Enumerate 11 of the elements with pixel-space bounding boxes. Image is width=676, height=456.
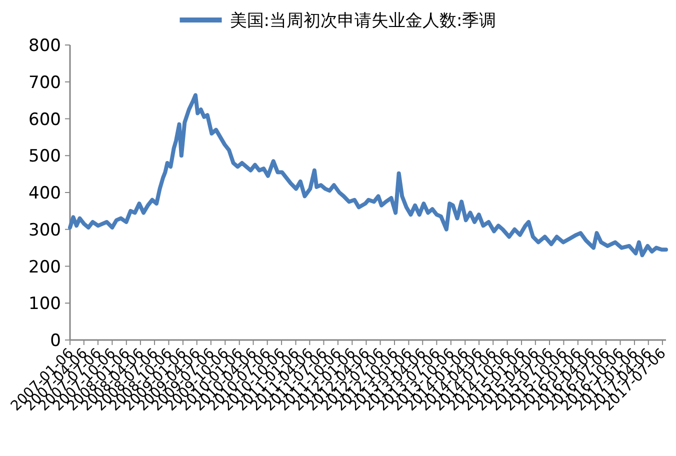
- y-tick-label: 300: [28, 220, 61, 240]
- y-tick-label: 400: [28, 184, 61, 204]
- line-series: [68, 93, 668, 258]
- y-tick-label: 600: [28, 110, 61, 130]
- y-tick-label: 200: [28, 257, 61, 278]
- y-tick-label: 800: [28, 36, 61, 56]
- y-tick-label: 0: [50, 331, 61, 351]
- y-tick-label: 700: [28, 72, 61, 93]
- y-tick-label: 100: [28, 294, 61, 314]
- y-tick-label: 500: [28, 146, 61, 167]
- legend-label: 美国:当周初次申请失业金人数:季调: [230, 11, 496, 31]
